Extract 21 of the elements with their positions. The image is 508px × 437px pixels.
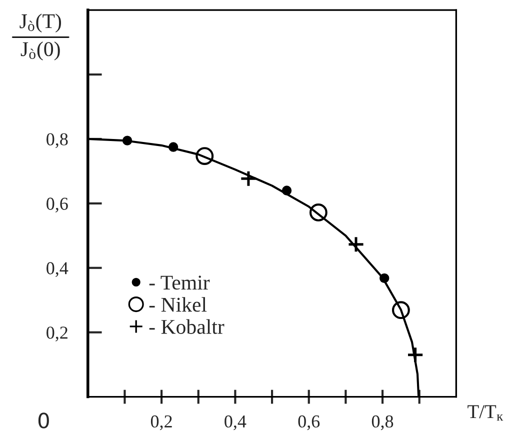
point <box>282 186 292 196</box>
legend-label: - Nikel <box>149 297 207 312</box>
x-tick-label: 0,8 <box>372 415 394 430</box>
point <box>380 273 390 284</box>
x-tick-label: 0,6 <box>298 415 320 430</box>
point <box>122 136 132 146</box>
y-tick-label: 0,2 <box>46 326 68 342</box>
y-tick-label: 0,8 <box>46 133 68 148</box>
legend-label: - Temir <box>149 276 210 290</box>
point <box>406 346 424 364</box>
y-tick-label: 0,6 <box>46 198 68 212</box>
x-tick-label: 0,2 <box>150 415 172 430</box>
point <box>347 236 365 253</box>
x-tick-label: 0,4 <box>224 415 246 430</box>
point <box>240 170 257 188</box>
legend-label: - Kobaltr <box>149 319 224 334</box>
y-tick-label: 0,4 <box>46 262 68 277</box>
y-axis-title: J$_{ò}$(T) J$_{ò}$(0) <box>20 14 62 60</box>
point <box>168 142 178 152</box>
text: 0 <box>38 412 49 428</box>
x-axis-title: T/T$_{к}$ <box>468 405 504 421</box>
